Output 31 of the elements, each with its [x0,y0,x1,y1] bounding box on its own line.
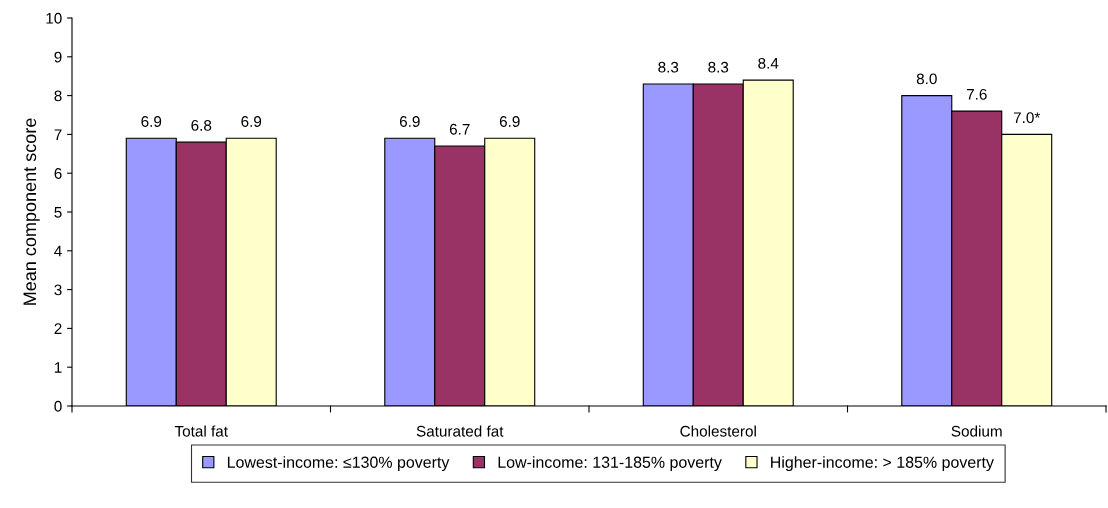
data-label: 8.4 [758,57,779,69]
y-axis-title: Mean component score [23,118,40,305]
y-tick-label: 3 [54,284,62,296]
data-label: 6.9 [399,116,420,127]
x-tick-label: Cholesterol [680,425,756,437]
y-tick-label: 8 [54,90,62,102]
y-tick-label: 7 [54,129,62,140]
data-label: 8.3 [658,61,679,73]
data-label: 8.3 [708,61,729,73]
y-tick-label: 4 [54,245,62,257]
data-label: 6.9 [141,116,162,127]
legend-label: Low-income: 131-185% poverty [498,456,722,472]
legend-label: Higher-income: > 185% poverty [771,456,994,472]
x-tick-label: Sodium [951,425,1002,437]
data-label: 8.0 [916,73,937,85]
y-tick-label: 6 [54,168,62,179]
y-tick-label: 5 [54,207,62,218]
y-tick-label: 0 [54,400,62,412]
data-label: 7.0* [1013,112,1041,124]
data-label: 6.9 [241,116,262,127]
x-tick-label: Saturated fat [416,425,504,437]
data-label: 6.9 [499,116,520,127]
y-tick-label: 10 [46,12,62,24]
legend-label: Lowest-income: ≤130% poverty [227,456,450,472]
y-tick-label: 9 [54,51,62,63]
y-tick-label: 1 [54,362,62,373]
data-label: 7.6 [966,88,987,100]
data-label: 6.8 [191,119,212,131]
y-tick-label: 2 [54,323,62,334]
data-label: 6.7 [449,123,470,135]
x-tick-label: Total fat [174,425,228,437]
